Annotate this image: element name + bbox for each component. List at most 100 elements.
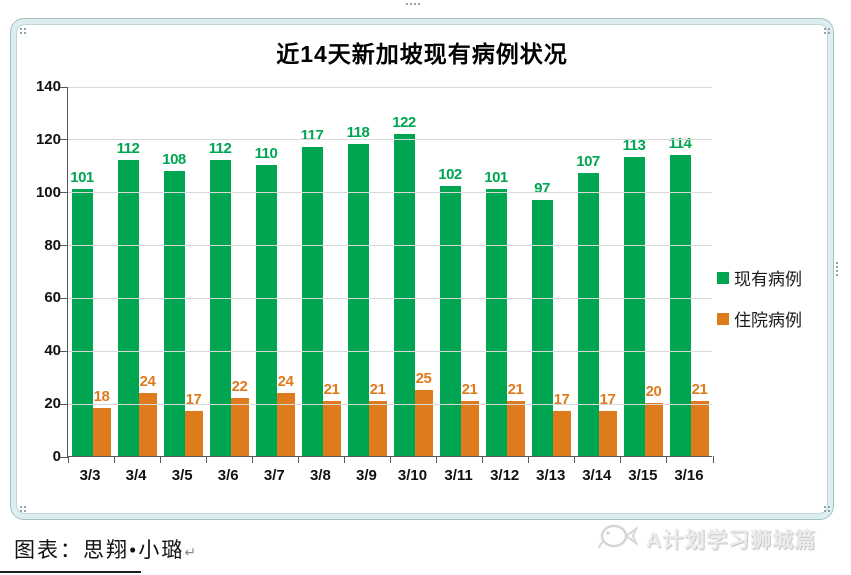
bar-value-label: 108 bbox=[162, 150, 186, 168]
bar-value-label: 112 bbox=[208, 140, 232, 157]
bar-hospitalized-cases: 21 bbox=[322, 381, 341, 456]
resize-handle-top-right[interactable] bbox=[824, 28, 826, 30]
bar-value-label: 17 bbox=[553, 391, 570, 409]
x-tick-label: 3/14 bbox=[582, 467, 612, 484]
bar-value-label: 117 bbox=[300, 126, 324, 144]
bar-existing-cases: 113 bbox=[623, 137, 646, 456]
resize-handle-top-left[interactable] bbox=[20, 28, 22, 30]
x-tick-label: 3/6 bbox=[217, 467, 239, 484]
bar-existing-cases: 108 bbox=[162, 151, 186, 456]
chart-title: 近14天新加坡现有病例状况 bbox=[276, 41, 568, 67]
plot-area: 101 18 112 24 108 17 112 22 110 24 117 21 118 21 122 25… bbox=[60, 86, 714, 463]
x-axis-tick bbox=[205, 456, 207, 463]
chart-frame[interactable]: 近14天新加坡现有病例状况 0 20 40 60 80 100 120 140 101 18 11… bbox=[10, 18, 834, 520]
x-axis-tick bbox=[343, 456, 345, 463]
y-axis-tick bbox=[60, 456, 68, 458]
bar-existing-cases: 97 bbox=[531, 180, 553, 456]
x-tick-label: 3/5 bbox=[171, 467, 193, 484]
bar-hospitalized-cases: 24 bbox=[276, 373, 295, 456]
bar-existing-cases: 118 bbox=[347, 124, 370, 456]
bar-group: 102 21 bbox=[436, 87, 482, 456]
resize-handle-bottom-right[interactable] bbox=[824, 506, 826, 508]
y-axis-tick bbox=[60, 86, 68, 88]
chart-canvas: 近14天新加坡现有病例状况 0 20 40 60 80 100 120 140 101 18 11… bbox=[16, 24, 828, 514]
y-axis-tick bbox=[60, 350, 68, 352]
bar-value-label: 24 bbox=[139, 372, 156, 390]
y-axis-tick bbox=[60, 139, 68, 141]
bar-hospitalized-cases: 21 bbox=[460, 381, 479, 456]
bar-hospitalized-cases: 21 bbox=[690, 381, 709, 456]
x-axis-tick bbox=[251, 456, 253, 463]
resize-handle-top-center[interactable] bbox=[406, 3, 408, 5]
legend-swatch bbox=[717, 271, 729, 284]
x-tick-label: 3/15 bbox=[628, 467, 658, 484]
y-tick-label: 60 bbox=[44, 289, 61, 307]
bar-hospitalized-cases: 22 bbox=[230, 378, 249, 456]
bar-existing-cases: 101 bbox=[70, 169, 94, 456]
x-axis-tick bbox=[482, 456, 484, 463]
bar-group: 110 24 bbox=[252, 87, 298, 456]
resize-handle-right-center[interactable] bbox=[836, 262, 838, 264]
x-axis-labels: 3/3 3/4 3/5 3/6 3/7 3/8 3/9 3/10 3/11 3/12 3/13 3/1… bbox=[67, 465, 712, 489]
bar-value-label: 22 bbox=[231, 377, 248, 395]
fish-logo-icon bbox=[596, 518, 640, 559]
bar-value-label: 114 bbox=[668, 134, 692, 152]
bar-value-label: 118 bbox=[346, 124, 370, 142]
bar-group: 101 21 bbox=[482, 87, 528, 456]
bar-hospitalized-cases: 25 bbox=[414, 370, 433, 456]
bar-existing-cases: 107 bbox=[576, 153, 600, 456]
x-tick-label: 3/16 bbox=[674, 467, 704, 484]
bar-group: 112 22 bbox=[206, 87, 252, 456]
bar-hospitalized-cases: 17 bbox=[184, 391, 203, 456]
gridline bbox=[68, 350, 712, 352]
bar-hospitalized-cases: 17 bbox=[552, 391, 571, 456]
legend-item: 住院病例 bbox=[717, 306, 802, 331]
bar-existing-cases: 101 bbox=[484, 169, 508, 456]
resize-handle-bottom-left[interactable] bbox=[20, 506, 22, 508]
bar-hospitalized-cases: 18 bbox=[92, 388, 111, 456]
bar-group: 113 20 bbox=[620, 87, 666, 456]
x-axis-tick bbox=[528, 456, 530, 463]
bar-value-label: 97 bbox=[534, 179, 550, 197]
bar-group: 117 21 bbox=[298, 87, 344, 456]
caption: 图表：思翔•小璐↵ bbox=[14, 534, 196, 564]
watermark-text: A计划学习狮城篇 bbox=[646, 528, 817, 552]
x-axis-tick bbox=[390, 456, 391, 463]
bar-value-label: 101 bbox=[70, 169, 94, 187]
paragraph-mark: ↵ bbox=[184, 546, 197, 561]
bar-group: 118 21 bbox=[344, 87, 390, 456]
bar-columns: 101 18 112 24 108 17 112 22 110 24 117 21 118 21 122 25… bbox=[68, 87, 712, 456]
gridline bbox=[68, 86, 712, 88]
bar-value-label: 17 bbox=[599, 391, 616, 409]
bar-value-label: 122 bbox=[392, 113, 416, 131]
bar-value-label: 21 bbox=[507, 380, 524, 398]
bar-value-label: 112 bbox=[116, 140, 140, 157]
bar-group: 101 18 bbox=[68, 87, 114, 456]
bar-hospitalized-cases: 17 bbox=[598, 391, 617, 456]
bar-hospitalized-cases: 20 bbox=[644, 383, 663, 456]
bar-group: 122 25 bbox=[390, 87, 436, 456]
bar-existing-cases: 114 bbox=[669, 135, 692, 456]
legend-label: 现有病例 bbox=[734, 270, 802, 289]
x-tick-label: 3/13 bbox=[536, 467, 566, 484]
bar-existing-cases: 110 bbox=[255, 145, 278, 456]
gridline bbox=[68, 245, 712, 247]
bar-existing-cases: 112 bbox=[117, 140, 140, 456]
bar-group: 97 17 bbox=[528, 87, 574, 456]
bar-group: 108 17 bbox=[160, 87, 206, 456]
bar-value-label: 20 bbox=[645, 383, 662, 401]
x-axis-tick bbox=[113, 456, 115, 463]
legend-item: 现有病例 bbox=[717, 265, 802, 290]
bar-value-label: 113 bbox=[622, 137, 646, 155]
y-tick-label: 120 bbox=[35, 130, 61, 148]
gridline bbox=[68, 297, 712, 299]
bar-value-label: 21 bbox=[369, 380, 386, 398]
x-tick-label: 3/7 bbox=[263, 467, 285, 484]
y-axis-tick bbox=[60, 245, 68, 247]
bar-group: 107 17 bbox=[574, 87, 620, 456]
y-tick-label: 40 bbox=[44, 342, 61, 360]
y-tick-label: 140 bbox=[35, 78, 61, 95]
x-tick-label: 3/10 bbox=[397, 467, 428, 484]
partial-border-line bbox=[0, 571, 141, 573]
